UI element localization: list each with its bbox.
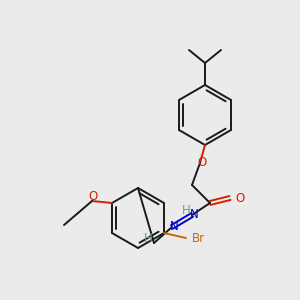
Text: Br: Br — [192, 232, 205, 244]
Text: O: O — [235, 191, 244, 205]
Text: N: N — [190, 208, 198, 220]
Text: O: O — [197, 155, 207, 169]
Text: O: O — [88, 190, 98, 203]
Text: H: H — [144, 232, 152, 244]
Text: N: N — [169, 220, 178, 232]
Text: H: H — [182, 203, 190, 217]
